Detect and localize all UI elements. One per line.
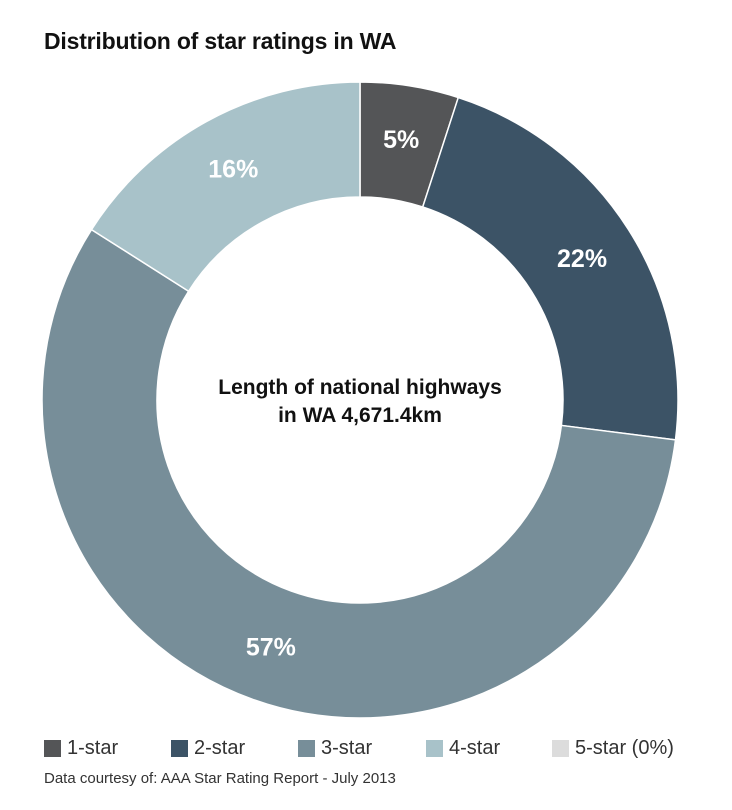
center-label-line-1: Length of national highways xyxy=(218,376,502,399)
legend-swatch-3-star xyxy=(298,739,315,757)
center-label-line-2: in WA 4,671.4km xyxy=(278,404,442,427)
slice-label-2-star: 22% xyxy=(557,245,607,273)
legend-label-3-star: 3-star xyxy=(321,736,373,759)
donut-slice-3-star xyxy=(41,228,677,719)
donut-slices xyxy=(41,81,679,719)
chart-title: Distribution of star ratings in WA xyxy=(44,28,397,54)
legend-swatch-1-star xyxy=(44,739,61,757)
legend-item-4-star: 4-star xyxy=(426,737,552,760)
legend-item-3-star: 3-star xyxy=(298,737,426,760)
legend: 1-star 2-star 3-star 4-star 5-star (0%) xyxy=(44,735,674,761)
legend-swatch-4-star xyxy=(426,739,443,757)
legend-label-5-star: 5-star (0%) xyxy=(575,736,674,759)
donut-slice-labels: 5% 22% 57% 16% xyxy=(208,126,607,661)
donut-slice-2-star xyxy=(421,96,679,441)
slice-label-1-star: 5% xyxy=(383,126,419,154)
legend-label-4-star: 4-star xyxy=(449,736,501,759)
legend-label-1-star: 1-star xyxy=(67,736,119,759)
slice-label-3-star: 57% xyxy=(246,633,296,661)
legend-label-2-star: 2-star xyxy=(194,736,246,759)
legend-item-1-star: 1-star xyxy=(44,737,171,760)
slice-label-4-star: 16% xyxy=(208,156,258,184)
source-note: Data courtesy of: AAA Star Rating Report… xyxy=(44,770,396,787)
legend-item-2-star: 2-star xyxy=(171,737,298,760)
legend-swatch-5-star xyxy=(552,739,569,757)
legend-item-5-star: 5-star (0%) xyxy=(552,737,674,760)
legend-swatch-2-star xyxy=(171,739,188,757)
donut-slice-4-star xyxy=(90,81,361,293)
